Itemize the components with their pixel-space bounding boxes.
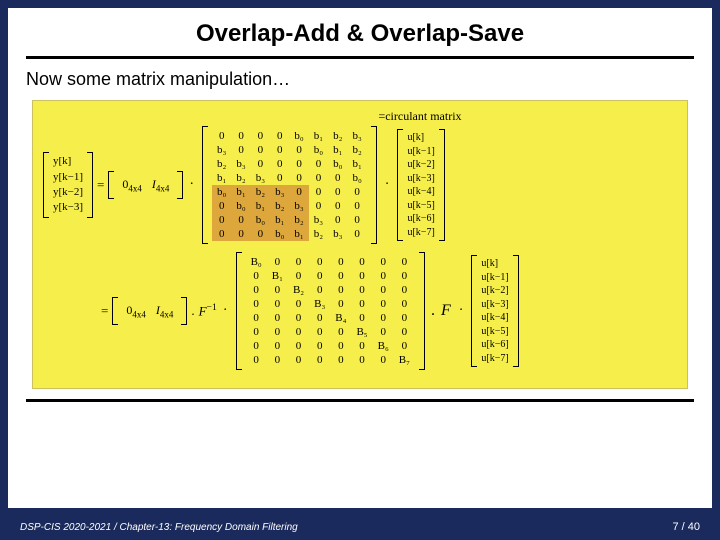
- slide-subtitle: Now some matrix manipulation…: [8, 67, 712, 96]
- dot-1: ·: [187, 177, 196, 193]
- selector-block-2: 04x4I4x4: [112, 297, 187, 325]
- selector-block-1: 04x4I4x4: [108, 171, 183, 199]
- dot-4: ·: [221, 303, 230, 319]
- y-vector: y[k]y[k−1]y[k−2]y[k−3]: [43, 152, 93, 218]
- equation-panel: =circulant matrix y[k]y[k−1]y[k−2]y[k−3]…: [32, 100, 688, 389]
- u-vector-2: u[k]u[k−1]u[k−2]u[k−3]u[k−4]u[k−5]u[k−6]…: [471, 255, 518, 367]
- dot-5: .: [431, 302, 435, 320]
- F-matrix: F: [441, 302, 451, 320]
- circulant-label: =circulant matrix: [163, 109, 677, 124]
- footer: DSP-CIS 2020-2021 / Chapter-13: Frequenc…: [0, 514, 720, 540]
- equation-2: = 04x4I4x4 . F−1 · B₀00000000B₁00000000B…: [43, 252, 677, 370]
- dot-3: .: [191, 303, 194, 319]
- footer-left: DSP-CIS 2020-2021 / Chapter-13: Frequenc…: [20, 522, 298, 533]
- dot-6: ·: [457, 303, 466, 319]
- equals-sign-2: =: [101, 303, 108, 319]
- slide: Overlap-Add & Overlap-Save Now some matr…: [8, 8, 712, 508]
- equals-sign: =: [97, 177, 104, 193]
- eq2-lhs: = 04x4I4x4 . F−1 ·: [101, 297, 230, 325]
- diagonal-matrix: B₀00000000B₁00000000B₂00000000B₃00000000…: [236, 252, 425, 370]
- slide-title: Overlap-Add & Overlap-Save: [8, 8, 712, 56]
- divider-bottom: [26, 399, 694, 402]
- page-number: 7 / 40: [672, 521, 700, 533]
- circulant-matrix: 0000b₀b₁b₂b₃b₃0000b₀b₁b₂b₂b₃0000b₀b₁b₁b₂…: [202, 126, 377, 244]
- equation-1: y[k]y[k−1]y[k−2]y[k−3] = 04x4I4x4 · 0000…: [43, 126, 677, 244]
- F-inverse: F−1: [199, 302, 217, 319]
- divider-top: [26, 56, 694, 59]
- u-vector-1: u[k]u[k−1]u[k−2]u[k−3]u[k−4]u[k−5]u[k−6]…: [397, 129, 444, 241]
- eq1-lhs: y[k]y[k−1]y[k−2]y[k−3] = 04x4I4x4 ·: [43, 152, 196, 218]
- dot-2: ·: [383, 177, 392, 193]
